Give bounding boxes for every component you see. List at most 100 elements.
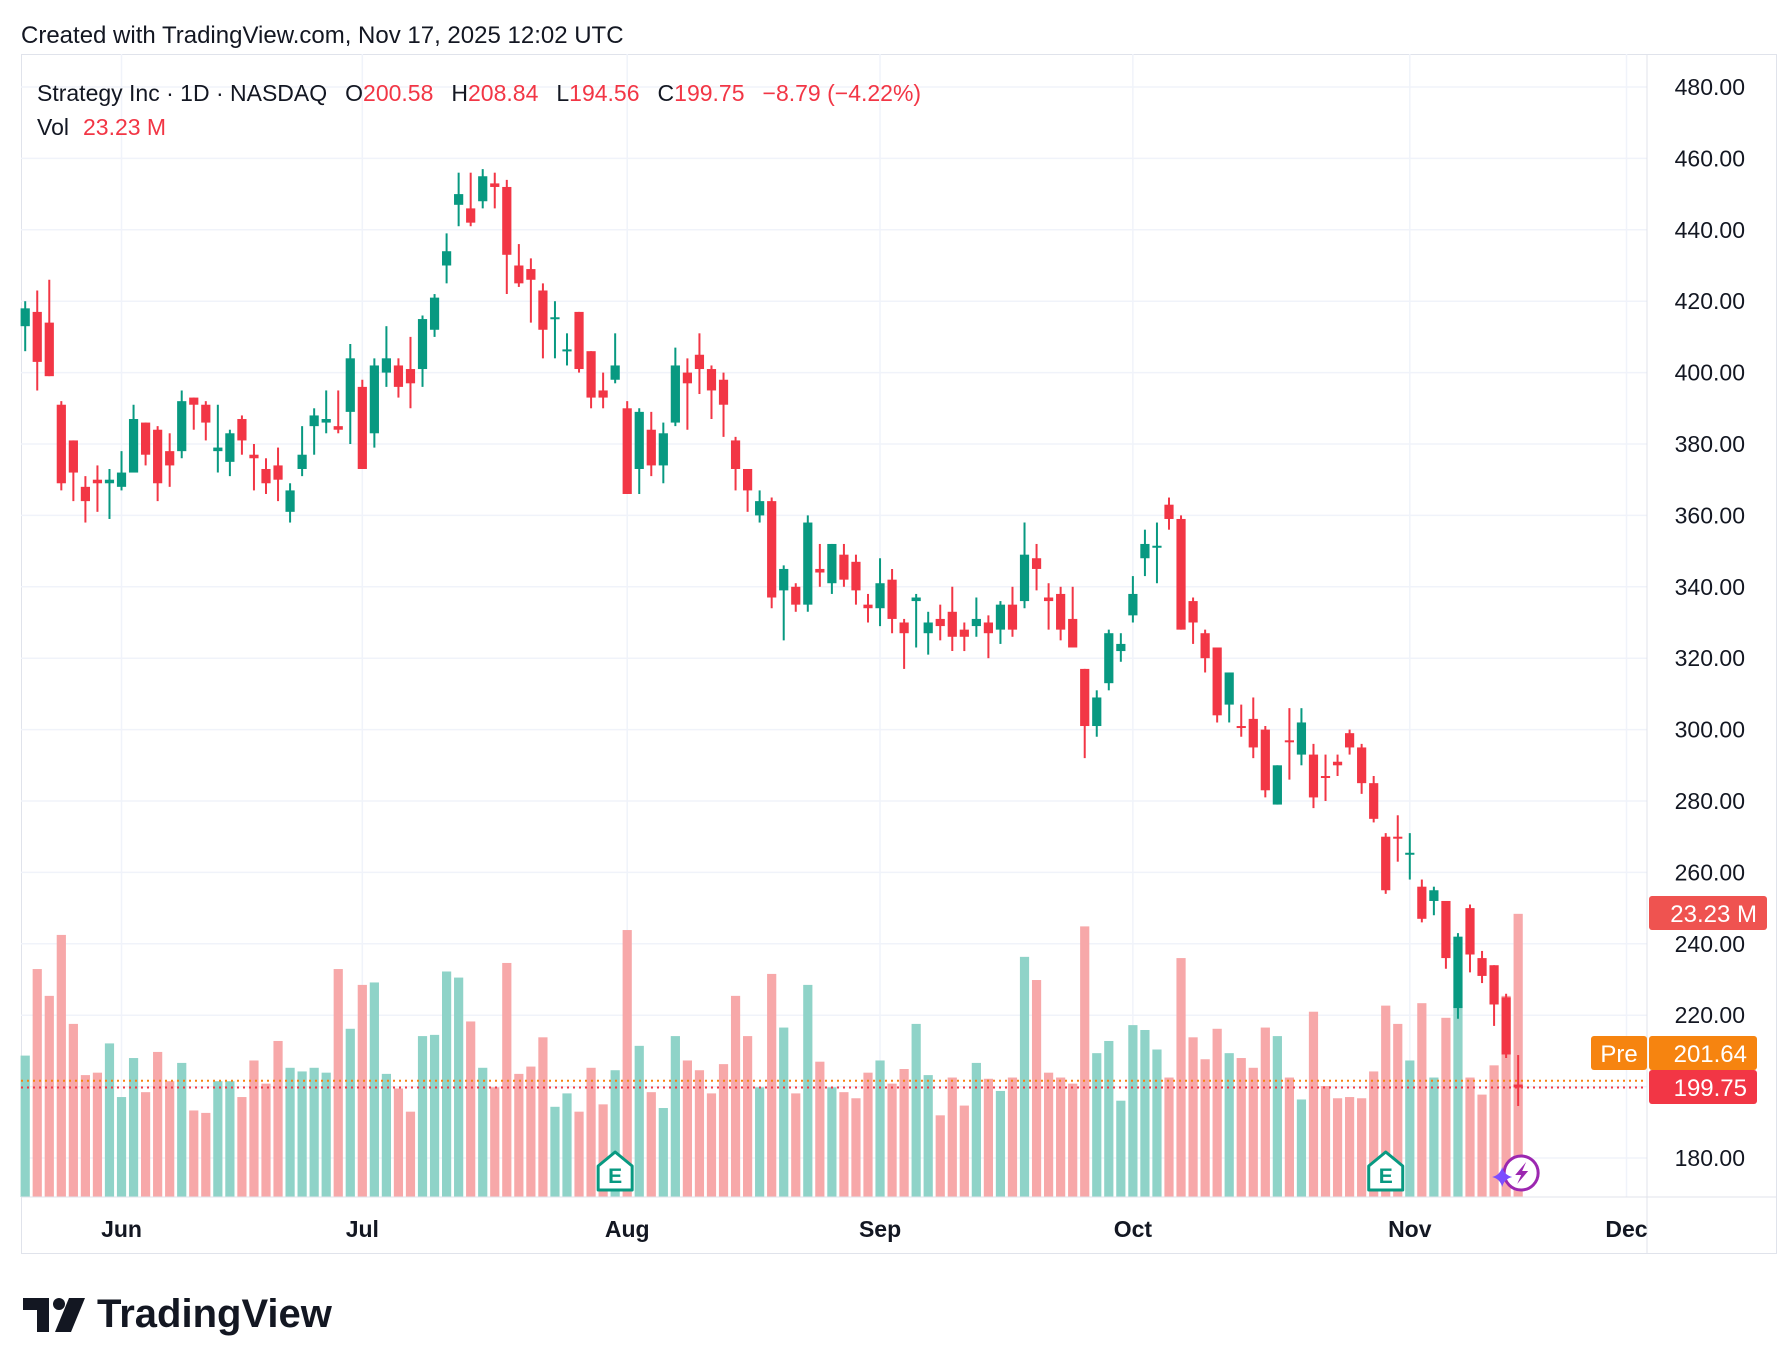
candle-body[interactable] (658, 433, 668, 466)
candle-body[interactable] (225, 433, 235, 462)
candle-body[interactable] (369, 365, 379, 434)
candle-body[interactable] (935, 618, 945, 627)
earnings-marker-icon[interactable] (1367, 1150, 1405, 1192)
candle-body[interactable] (718, 379, 729, 405)
candle-body[interactable] (261, 468, 271, 484)
candle-body[interactable] (947, 611, 957, 637)
candle-body[interactable] (1056, 593, 1066, 630)
candle-body[interactable] (839, 554, 849, 580)
candle-body[interactable] (1164, 504, 1174, 519)
candle-body[interactable] (875, 583, 885, 609)
candle-body[interactable] (1188, 601, 1198, 623)
candle-body[interactable] (1260, 729, 1270, 791)
candle-body[interactable] (1152, 545, 1162, 548)
candle-body[interactable] (1441, 900, 1451, 959)
candle-body[interactable] (526, 269, 536, 280)
candle-body[interactable] (562, 349, 572, 352)
candle-body[interactable] (634, 411, 644, 469)
candle-body[interactable] (1345, 733, 1355, 748)
candle-body[interactable] (1405, 852, 1415, 855)
candle-body[interactable] (887, 579, 897, 619)
candle-body[interactable] (177, 401, 187, 452)
candle-body[interactable] (128, 419, 139, 473)
candle-body[interactable] (767, 501, 777, 598)
candle-body[interactable] (514, 265, 524, 284)
candle-body[interactable] (333, 426, 343, 430)
candle-body[interactable] (574, 311, 584, 370)
candle-body[interactable] (1489, 965, 1499, 1005)
candle-body[interactable] (153, 429, 163, 484)
candle-body[interactable] (1369, 783, 1379, 819)
candle-body[interactable] (1104, 633, 1114, 684)
candle-body[interactable] (646, 429, 656, 466)
candle-body[interactable] (454, 194, 464, 205)
candle-body[interactable] (863, 604, 873, 609)
candle-body[interactable] (1044, 597, 1054, 602)
chart-panel[interactable] (21, 54, 1777, 1254)
candle-body[interactable] (1128, 593, 1138, 616)
candle-body[interactable] (1272, 765, 1282, 805)
candle-body[interactable] (405, 369, 416, 384)
candle-body[interactable] (1308, 754, 1319, 798)
candle-body[interactable] (92, 479, 103, 484)
candle-body[interactable] (1393, 836, 1403, 839)
candle-body[interactable] (466, 208, 476, 223)
candle-body[interactable] (393, 365, 404, 387)
candle-body[interactable] (249, 454, 259, 459)
candle-body[interactable] (730, 440, 741, 469)
candle-body[interactable] (550, 317, 560, 320)
candle-body[interactable] (694, 354, 705, 370)
candle-body[interactable] (1417, 886, 1427, 919)
candle-body[interactable] (68, 440, 78, 473)
candle-body[interactable] (345, 358, 355, 412)
candle-body[interactable] (381, 358, 391, 373)
candle-body[interactable] (417, 319, 428, 370)
candle-body[interactable] (1381, 836, 1391, 891)
candle-body[interactable] (56, 404, 66, 484)
candle-body[interactable] (983, 622, 993, 634)
symbol-title[interactable]: Strategy Inc · 1D · NASDAQ (37, 80, 328, 106)
candle-body[interactable] (1212, 647, 1222, 716)
candle-body[interactable] (502, 186, 512, 255)
candle-body[interactable] (971, 618, 981, 627)
candle-body[interactable] (116, 472, 127, 487)
candle-body[interactable] (1284, 740, 1294, 743)
candle-body[interactable] (1429, 890, 1439, 901)
candle-body[interactable] (791, 586, 801, 605)
candle-body[interactable] (357, 386, 367, 469)
tradingview-logo[interactable]: TradingView (23, 1292, 332, 1337)
candle-body[interactable] (20, 308, 30, 327)
candle-body[interactable] (285, 490, 295, 512)
candle-body[interactable] (1116, 643, 1126, 652)
candle-body[interactable] (670, 365, 680, 423)
candle-body[interactable] (1320, 776, 1331, 779)
candle-body[interactable] (899, 622, 909, 634)
candle-body[interactable] (610, 365, 620, 380)
candle-body[interactable] (1296, 722, 1307, 755)
candle-body[interactable] (1501, 997, 1511, 1055)
candle-body[interactable] (1080, 668, 1090, 727)
candle-body[interactable] (1248, 718, 1258, 748)
candle-body[interactable] (1453, 936, 1463, 1009)
candle-body[interactable] (1068, 618, 1078, 648)
candle-body[interactable] (1477, 958, 1487, 976)
candle-body[interactable] (1019, 554, 1030, 602)
candle-body[interactable] (743, 468, 753, 491)
candle-body[interactable] (442, 251, 452, 266)
candle-body[interactable] (1224, 672, 1234, 705)
volume-label[interactable]: Vol (37, 114, 69, 140)
candle-body[interactable] (273, 465, 283, 480)
candle-body[interactable] (827, 543, 837, 584)
candle-body[interactable] (1357, 747, 1367, 784)
candle-body[interactable] (189, 397, 199, 405)
candle-body[interactable] (297, 454, 307, 469)
candle-body[interactable] (309, 415, 319, 427)
candle-body[interactable] (803, 522, 813, 605)
candle-body[interactable] (1465, 908, 1475, 955)
candle-body[interactable] (911, 597, 921, 602)
candle-body[interactable] (1200, 633, 1210, 659)
candle-body[interactable] (80, 486, 90, 502)
candle-body[interactable] (201, 404, 211, 423)
candle-body[interactable] (923, 622, 933, 634)
